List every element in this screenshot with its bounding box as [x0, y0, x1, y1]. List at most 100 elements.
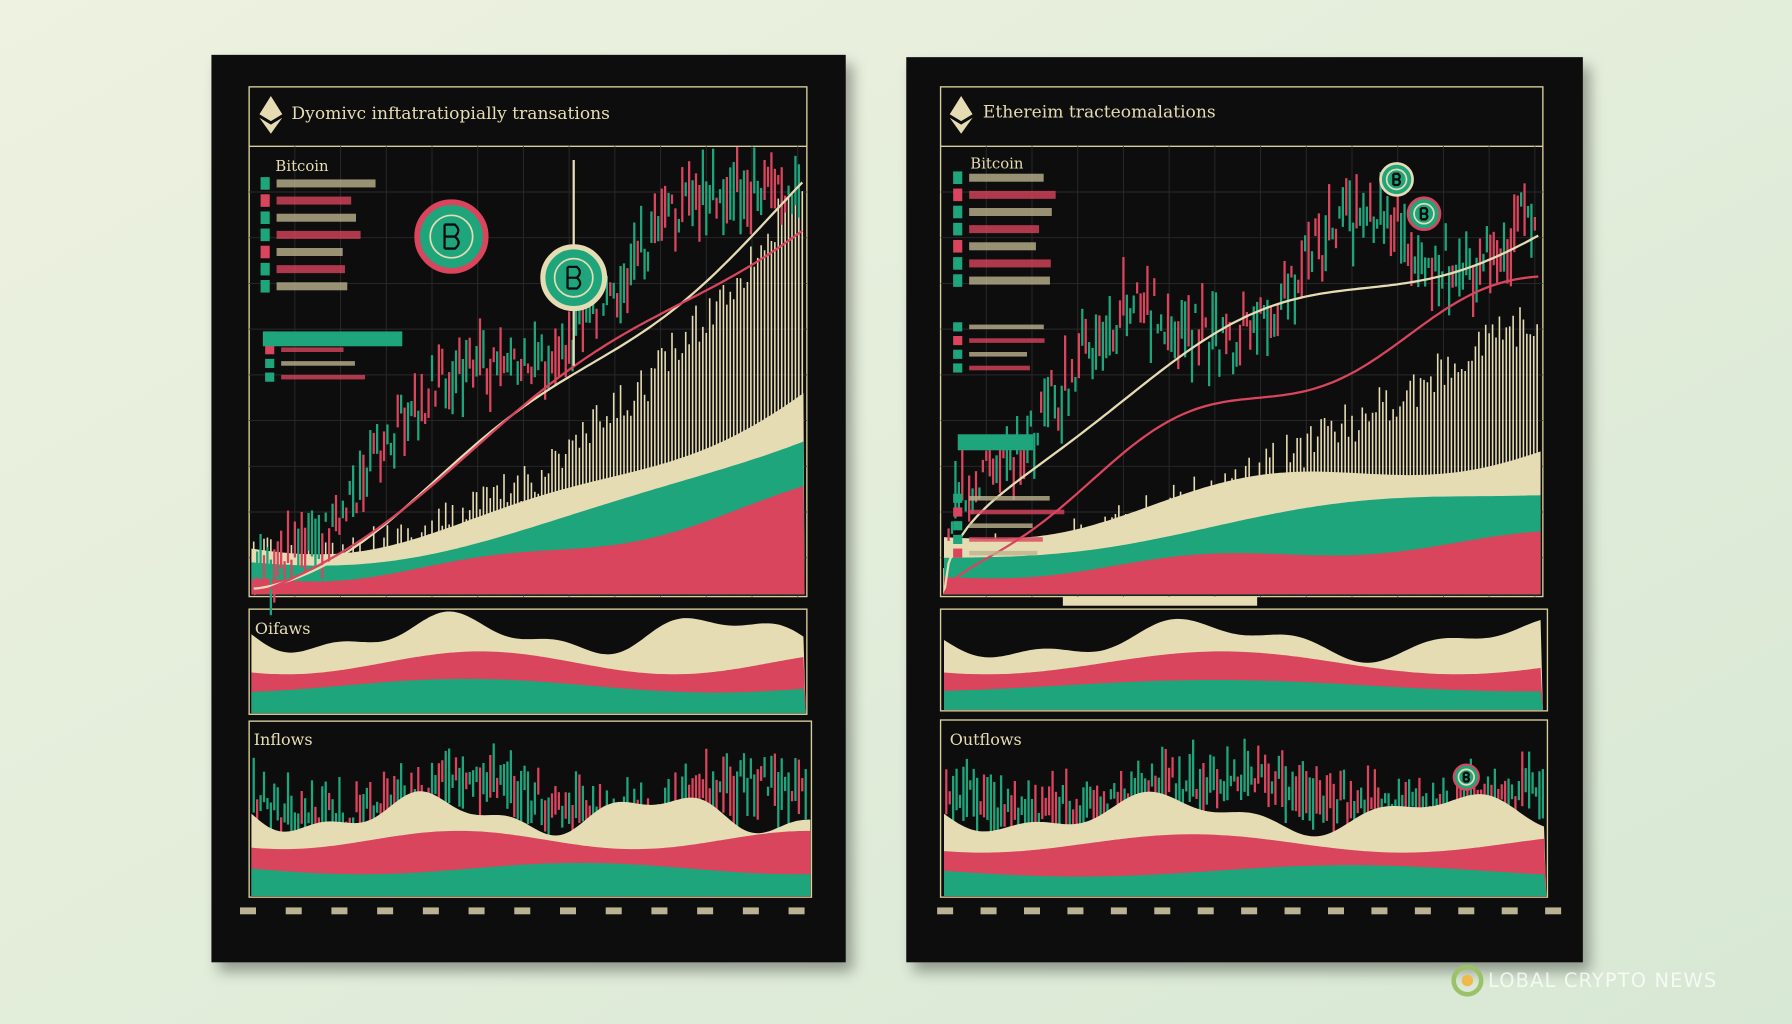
legend-swatch	[953, 188, 963, 202]
legend-swatch	[953, 322, 963, 332]
watermark-logo	[1451, 964, 1484, 997]
x-tick-block	[422, 907, 439, 915]
legend-swatch	[953, 521, 963, 531]
legend-swatch	[260, 245, 270, 259]
coin-symbol	[1419, 206, 1429, 221]
legend-swatch	[953, 274, 963, 287]
x-tick-block	[1414, 907, 1431, 915]
legend-highlight	[262, 331, 403, 347]
watermark: LOBAL CRYPTO NEWS	[1488, 969, 1717, 992]
legend-swatch	[953, 548, 963, 558]
x-tick-block	[742, 907, 759, 915]
x-tick-block	[240, 907, 256, 915]
legend-text-block	[969, 523, 1033, 528]
legend-swatch	[260, 211, 270, 224]
legend-text-block	[276, 213, 356, 222]
legend-swatch	[953, 336, 963, 346]
legend-text-block	[969, 190, 1056, 199]
legend-swatch	[260, 177, 270, 190]
x-tick-block	[331, 907, 348, 915]
legend-text-block	[281, 374, 365, 380]
legend-text-block	[969, 496, 1050, 501]
x-tick-block	[1154, 907, 1171, 915]
legend-text-block	[969, 365, 1030, 371]
left-bottom-frame	[248, 720, 813, 898]
legend-swatch	[260, 280, 270, 293]
legend-swatch	[265, 372, 275, 382]
legend-text-block	[969, 338, 1045, 343]
x-tick-block	[1371, 907, 1388, 915]
legend-swatch	[953, 507, 963, 517]
coin-symbol	[566, 265, 582, 290]
x-tick-block	[1197, 907, 1214, 915]
legend-text-block	[969, 173, 1044, 182]
legend-text-block	[969, 276, 1050, 285]
moving-average	[942, 275, 1539, 595]
legend-swatch	[953, 363, 963, 373]
area-green	[251, 862, 811, 896]
x-tick-block	[1067, 907, 1084, 915]
legend-swatch	[265, 345, 275, 355]
x-tick-block	[788, 907, 805, 915]
eth-logo	[259, 96, 283, 134]
legend-text-block	[276, 179, 376, 188]
eth-logo	[949, 96, 973, 134]
legend-swatch	[265, 358, 275, 368]
right-bottom-frame	[939, 719, 1549, 898]
x-tick-block	[937, 907, 954, 915]
x-tick-block	[605, 907, 622, 915]
watermark-ring	[1451, 964, 1484, 997]
legend-text-block	[969, 242, 1036, 251]
coin-symbol	[1462, 771, 1471, 783]
x-tick-block	[285, 907, 302, 915]
x-tick-block	[1284, 907, 1301, 915]
frames	[248, 86, 1549, 898]
area-red	[944, 531, 1541, 595]
left-title: Dyomivc inftatratiopially transations	[291, 104, 610, 124]
x-tick-block	[1328, 907, 1344, 915]
right-bottom-label: Outflows	[950, 730, 1022, 749]
legend-text-block	[969, 352, 1028, 357]
legend-text-block	[281, 347, 344, 352]
coin-inner	[1385, 168, 1408, 191]
left-main-frame	[248, 86, 808, 598]
legend-swatch	[953, 240, 963, 253]
area-red	[251, 486, 805, 595]
coin-inner	[553, 257, 594, 298]
legend-text-block	[276, 248, 343, 256]
area-green	[944, 865, 1547, 896]
legend-swatch	[953, 222, 963, 236]
x-tick-block	[514, 907, 531, 915]
legend-swatch	[953, 493, 963, 503]
legend-text-block	[276, 196, 352, 205]
moving-average	[253, 181, 804, 590]
legend-text-block	[969, 537, 1043, 542]
x-tick-block	[377, 907, 394, 915]
legend-swatch	[953, 257, 963, 270]
coin-symbol	[443, 223, 460, 250]
right-middle-frame	[939, 608, 1549, 712]
x-tick-block	[1545, 907, 1562, 915]
legend-text-block	[969, 208, 1052, 216]
coin-inner	[429, 214, 474, 259]
legend-text-block	[276, 230, 361, 239]
coin-symbol	[1392, 172, 1402, 187]
left-middle-label: Oifaws	[255, 619, 311, 638]
moving-average	[942, 234, 1539, 595]
legend-swatch	[260, 262, 270, 276]
legend-text-block	[969, 550, 1038, 556]
coin-inner	[1413, 202, 1435, 225]
coin-inner	[1457, 768, 1475, 786]
x-tick-block	[697, 907, 714, 915]
legend-swatch	[953, 205, 963, 219]
x-tick-block	[1024, 907, 1040, 915]
moving-average	[253, 229, 803, 596]
highlight-bar	[1062, 596, 1258, 606]
x-tick-block	[651, 907, 668, 915]
legend-text-block	[969, 509, 1065, 515]
left-middle-frame	[248, 608, 808, 715]
legend-swatch	[260, 228, 270, 242]
legend-swatch	[953, 534, 963, 544]
